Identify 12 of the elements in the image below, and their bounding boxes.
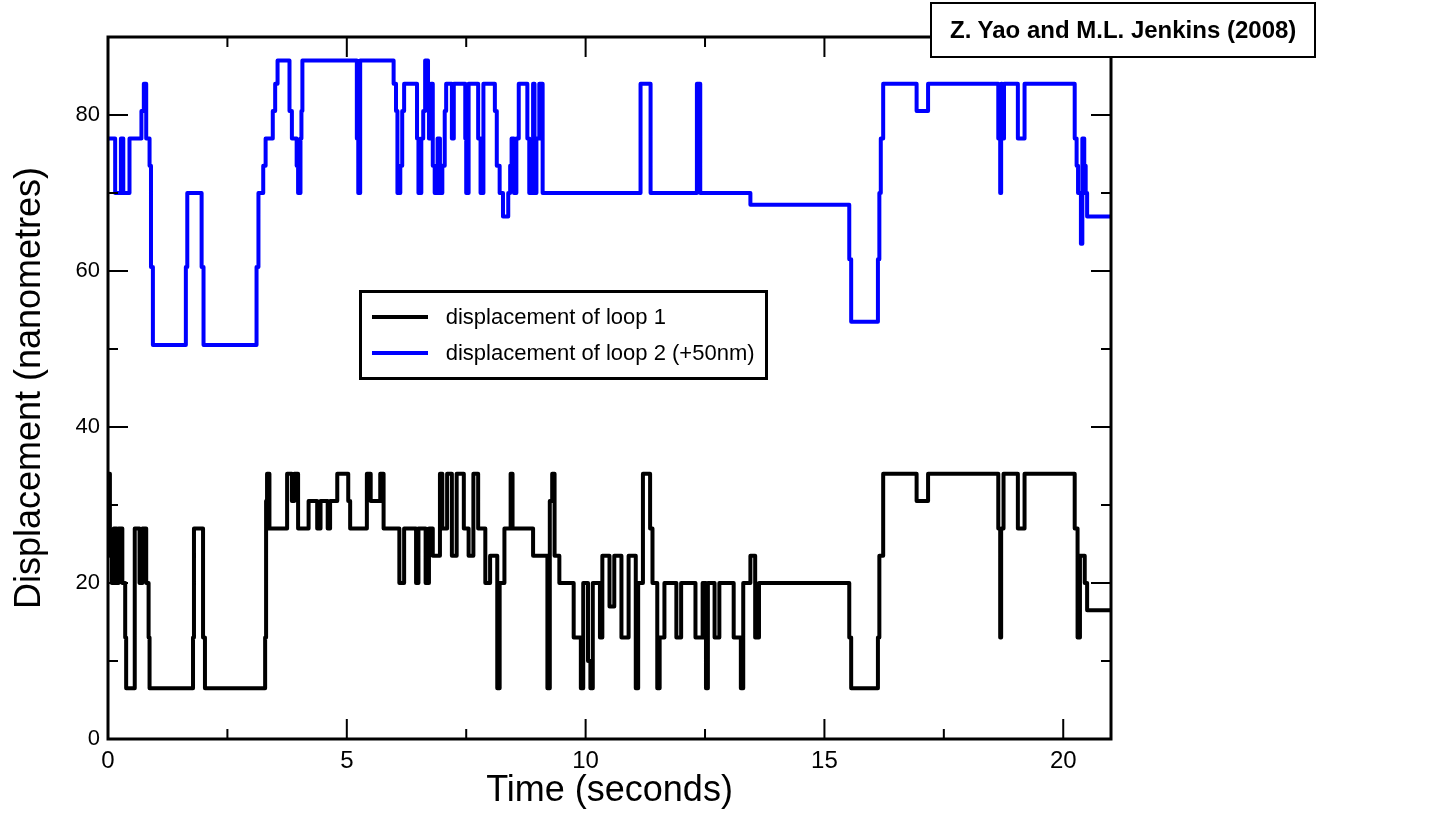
legend-label: displacement of loop 1 <box>445 303 666 330</box>
y-tick-label: 40 <box>75 413 100 439</box>
y-tick-label: 80 <box>75 101 100 127</box>
y-tick-label: 20 <box>75 569 100 595</box>
y-axis-title: Displacement (nanometres) <box>6 166 48 610</box>
y-tick-label: 60 <box>75 257 100 283</box>
x-tick-label: 20 <box>1049 746 1077 774</box>
annotation: Z. Yao and M.L. Jenkins (2008) <box>930 2 1317 58</box>
x-tick-label: 5 <box>340 746 354 774</box>
legend-label: displacement of loop 2 (+50nm) <box>445 339 755 366</box>
x-tick-label: 15 <box>811 746 838 774</box>
y-tick-label: 0 <box>87 725 100 751</box>
